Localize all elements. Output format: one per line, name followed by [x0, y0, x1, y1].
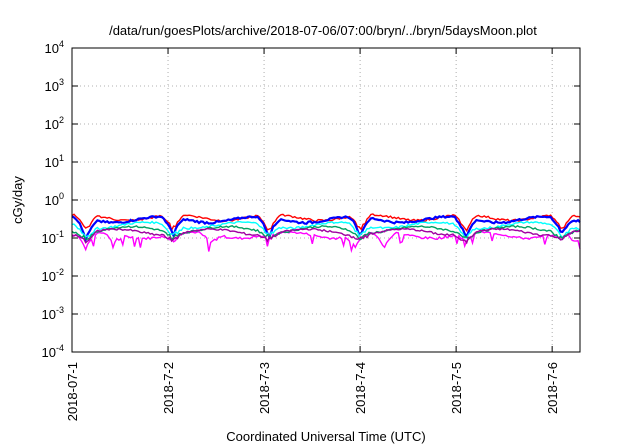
y-tick-label: 10-1	[42, 229, 64, 246]
y-tick-label: 10-2	[42, 267, 64, 284]
x-tick-label: 2018-7-6	[545, 362, 560, 414]
x-tick-label: 2018-7-3	[257, 362, 272, 414]
y-tick-label: 104	[45, 39, 64, 56]
x-axis-label: Coordinated Universal Time (UTC)	[226, 429, 425, 444]
y-tick-label: 100	[45, 191, 64, 208]
y-tick-label: 103	[45, 77, 64, 94]
series-line	[71, 230, 581, 254]
series-line	[71, 227, 581, 245]
y-axis-ticks: 10-4 10-3 10-2 10-1 100 101 102 103 104	[42, 39, 580, 360]
y-tick-label: 10-3	[42, 305, 64, 322]
series-group	[71, 213, 581, 254]
chart-title: /data/run/goesPlots/archive/2018-07-06/0…	[109, 23, 537, 38]
y-tick-label: 102	[45, 115, 64, 132]
series-line	[71, 214, 581, 244]
y-axis-label: cGy/day	[10, 176, 25, 224]
series-line	[71, 224, 581, 242]
x-tick-label: 2018-7-4	[353, 362, 368, 414]
y-tick-label: 101	[45, 153, 64, 170]
y-tick-label: 10-4	[42, 343, 64, 360]
x-tick-label: 2018-7-2	[161, 362, 176, 414]
x-tick-label: 2018-7-5	[449, 362, 464, 414]
x-axis-ticks: 2018-07-1 2018-7-2 2018-7-3 2018-7-4 2018-7-…	[65, 48, 560, 421]
x-tick-label: 2018-07-1	[65, 362, 80, 421]
